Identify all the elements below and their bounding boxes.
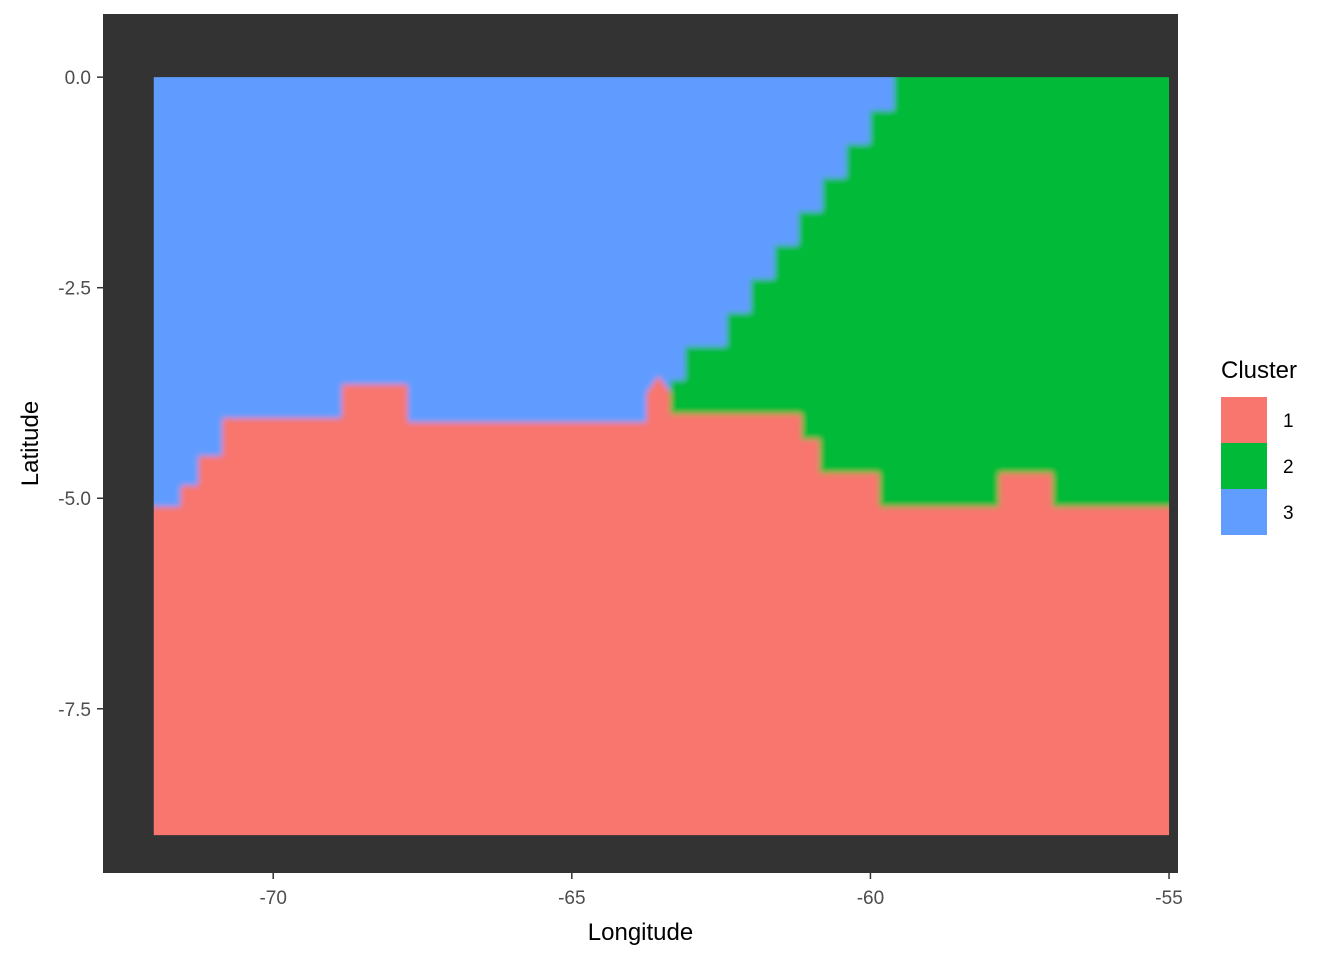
x-tick-label: -70 xyxy=(259,888,286,909)
y-axis-title: Latitude xyxy=(17,401,44,486)
cluster-1-region xyxy=(153,376,1170,836)
legend-label-1: 1 xyxy=(1283,411,1294,432)
legend-label-3: 3 xyxy=(1283,503,1294,524)
legend-key-3 xyxy=(1221,489,1267,535)
y-tick-label: -2.5 xyxy=(58,279,91,300)
legend-title: Cluster xyxy=(1221,357,1297,384)
y-axis: 0.0 -2.5 -5.0 -7.5 xyxy=(58,68,103,721)
y-tick-label: 0.0 xyxy=(65,68,91,89)
cluster-2-region xyxy=(670,77,1170,507)
legend-key-1 xyxy=(1221,397,1267,443)
legend-label-2: 2 xyxy=(1283,457,1294,478)
x-axis-title: Longitude xyxy=(588,919,693,946)
y-tick-label: -5.0 xyxy=(58,489,91,510)
legend: Cluster 1 2 3 xyxy=(1221,357,1297,535)
x-tick-label: -60 xyxy=(857,888,884,909)
plot-panel xyxy=(103,14,1178,873)
x-tick-label: -55 xyxy=(1155,888,1182,909)
y-tick-label: -7.5 xyxy=(58,700,91,721)
cluster-raster xyxy=(153,77,1170,836)
legend-key-2 xyxy=(1221,443,1267,489)
x-tick-label: -65 xyxy=(558,888,585,909)
x-axis: -70 -65 -60 -55 xyxy=(259,873,1183,909)
